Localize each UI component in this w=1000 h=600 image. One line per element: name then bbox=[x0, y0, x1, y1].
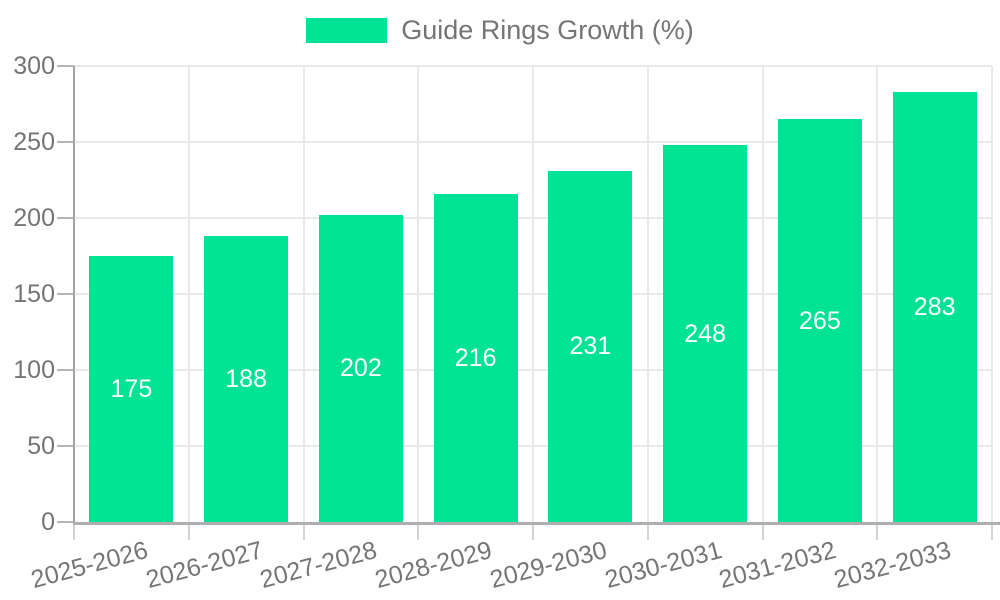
gridline-vertical bbox=[417, 66, 420, 522]
legend-swatch bbox=[306, 18, 388, 43]
bar-data-label: 248 bbox=[684, 319, 726, 348]
bar-2028-2029[interactable] bbox=[433, 193, 518, 522]
legend-item[interactable]: Guide Rings Growth (%) bbox=[0, 17, 1000, 44]
gridline-vertical bbox=[532, 66, 534, 522]
y-axis-line bbox=[73, 66, 75, 525]
y-axis-tick-label: 150 bbox=[13, 280, 55, 308]
x-axis-tick bbox=[187, 525, 190, 540]
x-axis-tick bbox=[876, 525, 879, 540]
y-axis-tick bbox=[57, 141, 74, 143]
y-axis-tick-label: 100 bbox=[13, 356, 55, 384]
bar-2029-2030[interactable] bbox=[548, 170, 633, 522]
y-axis-tick-label: 250 bbox=[13, 128, 55, 156]
x-axis-category-label: 2028-2029 bbox=[372, 536, 495, 594]
x-axis-category-label: 2031-2032 bbox=[716, 536, 840, 594]
legend-label: Guide Rings Growth (%) bbox=[401, 15, 694, 45]
bar-data-label: 216 bbox=[454, 343, 497, 372]
y-axis-tick-label: 50 bbox=[27, 432, 55, 460]
bar-data-label: 283 bbox=[913, 292, 956, 321]
bar-2026-2027[interactable] bbox=[204, 236, 289, 522]
bar-2031-2032[interactable] bbox=[777, 119, 862, 522]
gridline-vertical bbox=[187, 66, 190, 522]
x-axis-tick bbox=[73, 525, 75, 540]
gridline-vertical bbox=[876, 66, 879, 522]
gridline-vertical bbox=[761, 66, 764, 522]
y-axis-tick bbox=[57, 217, 74, 219]
x-axis-category-label: 2027-2028 bbox=[257, 536, 381, 594]
x-axis-category-label: 2025-2026 bbox=[27, 536, 151, 594]
y-axis-tick bbox=[57, 293, 74, 295]
gridline-vertical bbox=[302, 66, 305, 522]
gridline-vertical bbox=[991, 66, 993, 522]
bar-2027-2028[interactable] bbox=[318, 214, 403, 522]
bar-data-label: 202 bbox=[340, 354, 382, 383]
bar-2030-2031[interactable] bbox=[663, 145, 748, 522]
x-axis-tick bbox=[646, 525, 649, 540]
x-axis-tick bbox=[991, 525, 993, 540]
bar-data-label: 175 bbox=[110, 375, 153, 403]
bar-2032-2033[interactable] bbox=[892, 91, 977, 522]
y-axis-tick-label: 0 bbox=[41, 508, 55, 536]
x-axis-line bbox=[73, 522, 1000, 525]
x-axis-tick bbox=[302, 525, 305, 540]
y-axis-tick bbox=[57, 521, 74, 523]
x-axis-category-label: 2032-2033 bbox=[831, 536, 954, 594]
y-axis-tick-label: 200 bbox=[13, 204, 55, 232]
bar-data-label: 188 bbox=[225, 365, 267, 394]
bar-2025-2026[interactable] bbox=[89, 256, 174, 522]
bar-data-label: 265 bbox=[799, 306, 841, 335]
x-axis-category-label: 2029-2030 bbox=[486, 536, 610, 594]
y-axis-tick-label: 300 bbox=[13, 52, 55, 80]
bar-data-label: 231 bbox=[569, 332, 612, 361]
gridline-vertical bbox=[646, 66, 649, 522]
y-axis-tick bbox=[57, 445, 74, 447]
y-axis-tick bbox=[57, 65, 74, 67]
x-axis-category-label: 2026-2027 bbox=[142, 536, 266, 594]
x-axis-tick bbox=[761, 525, 764, 540]
x-axis-tick bbox=[417, 525, 420, 540]
x-axis-tick bbox=[532, 525, 534, 540]
x-axis-category-label: 2030-2031 bbox=[601, 536, 725, 594]
y-axis-tick bbox=[57, 369, 74, 371]
